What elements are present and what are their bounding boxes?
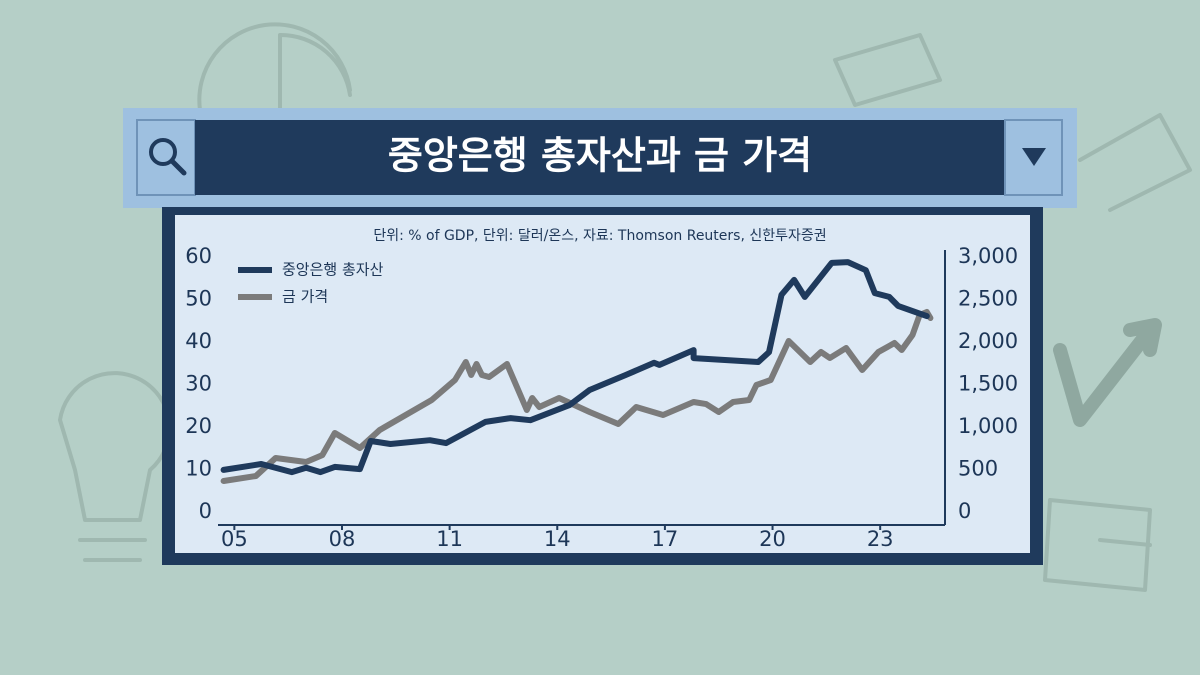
deco-arrow [1053, 318, 1162, 427]
series-line [220, 309, 934, 484]
y-tick-label: 60 [185, 244, 212, 268]
x-tick-label: 05 [221, 527, 248, 551]
legend-label: 금 가격 [282, 288, 328, 306]
chart-subtitle: 단위: % of GDP, 단위: 달러/온스, 자료: Thomson Reu… [373, 228, 826, 244]
y-tick-label: 40 [185, 329, 212, 353]
deco-bill [833, 33, 942, 107]
series-line [220, 259, 930, 476]
search-button[interactable] [136, 119, 196, 196]
search-icon-handle [169, 158, 187, 176]
chart-title: 중앙은행 총자산과 금 가격 [388, 134, 812, 178]
x-tick-label: 17 [652, 527, 679, 551]
legend-label: 중앙은행 총자산 [282, 261, 384, 279]
y-tick-label: 50 [185, 287, 212, 311]
deco-pie [197, 22, 352, 112]
dropdown-icon [1022, 148, 1046, 166]
y-tick-label: 0 [199, 499, 212, 523]
y2-tick-label: 1,000 [958, 414, 1018, 438]
y-tick-label: 10 [185, 457, 212, 481]
plot: 0 10 20 30 40 50 60 0 500 1,000 1,500 2,000 2,500 3,0… [185, 244, 1018, 551]
y2-tick-label: 0 [958, 499, 971, 523]
x-tick-label: 23 [867, 527, 894, 551]
x-tick-label: 11 [436, 527, 463, 551]
y2-tick-label: 500 [958, 457, 998, 481]
y-tick-label: 30 [185, 372, 212, 396]
x-tick-label: 08 [329, 527, 356, 551]
y2-tick-label: 2,500 [958, 287, 1018, 311]
deco-wallet [1043, 498, 1152, 592]
y-tick-label: 20 [185, 414, 212, 438]
deco-bill2 [1078, 113, 1192, 212]
deco-pie-slice [278, 32, 352, 110]
title-bar [195, 120, 1005, 195]
y2-tick-label: 3,000 [958, 244, 1018, 268]
y2-tick-label: 1,500 [958, 372, 1018, 396]
decoration [58, 22, 1192, 592]
search-icon [149, 138, 177, 166]
y2-tick-label: 2,000 [958, 329, 1018, 353]
x-tick-label: 14 [544, 527, 571, 551]
deco-bulb [58, 371, 172, 562]
x-tick-label: 20 [759, 527, 786, 551]
